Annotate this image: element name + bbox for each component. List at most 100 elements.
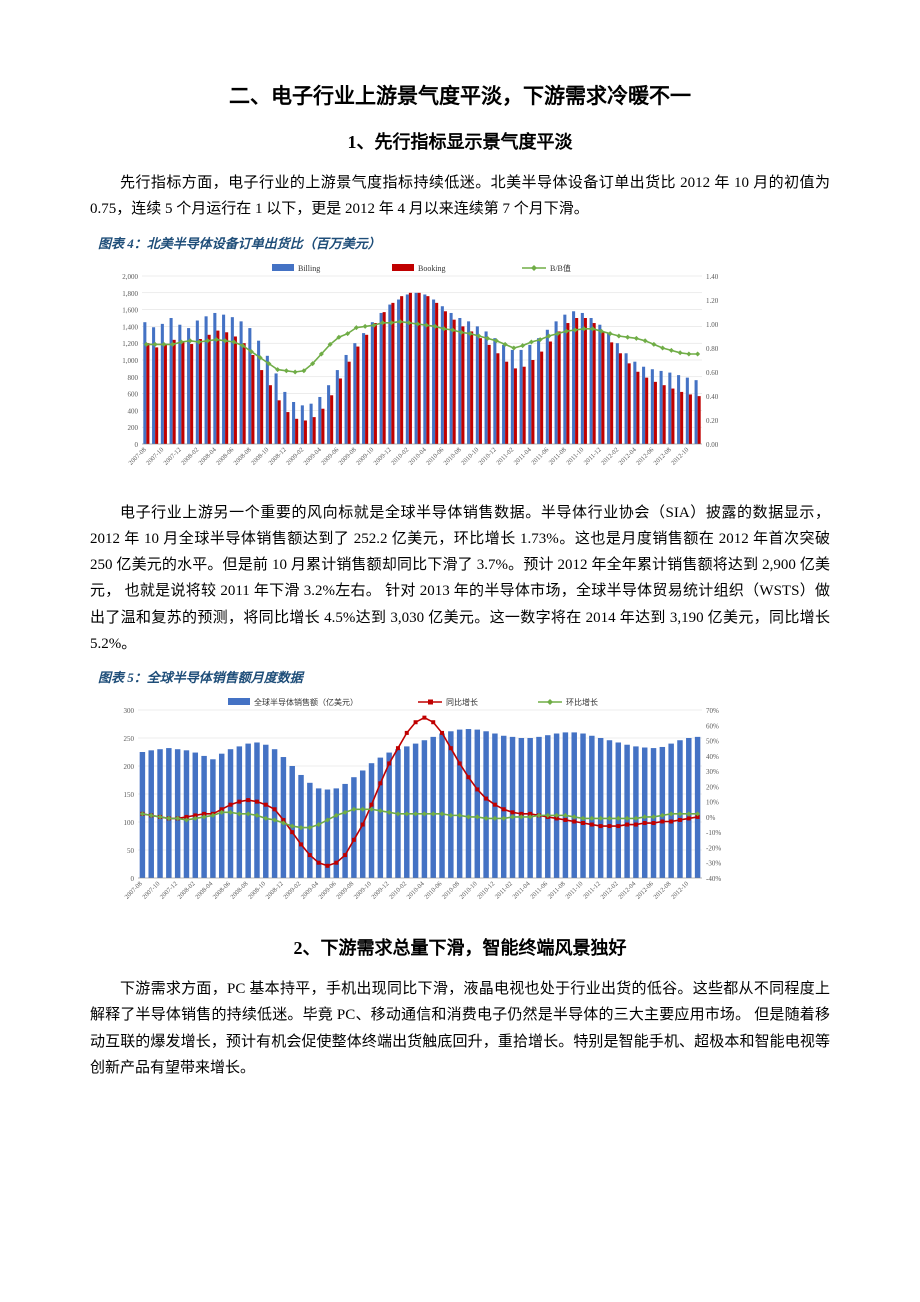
svg-text:2011-02: 2011-02 — [494, 880, 514, 900]
svg-text:0.00: 0.00 — [706, 441, 719, 449]
svg-text:2008-06: 2008-06 — [212, 880, 233, 901]
svg-text:2008-12: 2008-12 — [268, 446, 288, 466]
svg-text:2010-08: 2010-08 — [443, 446, 463, 466]
svg-text:2011-06: 2011-06 — [530, 445, 551, 466]
svg-text:50: 50 — [127, 847, 135, 855]
svg-text:2009-12: 2009-12 — [370, 880, 390, 900]
chart-4-title: 图表 4：北美半导体设备订单出货比（百万美元） — [98, 233, 830, 252]
svg-text:2010-02: 2010-02 — [388, 880, 408, 900]
svg-text:200: 200 — [124, 763, 135, 771]
section-2-heading: 2、下游需求总量下滑，智能终端风景独好 — [90, 934, 830, 960]
svg-text:200: 200 — [128, 424, 139, 432]
chart-5: 050100150200250300-40%-30%-20%-10%0%10%2… — [100, 690, 830, 920]
svg-text:2008-02: 2008-02 — [176, 880, 196, 900]
svg-text:600: 600 — [128, 390, 139, 398]
svg-text:1,400: 1,400 — [122, 323, 138, 331]
svg-text:-30%: -30% — [706, 860, 721, 868]
svg-text:2010-08: 2010-08 — [441, 880, 461, 900]
svg-text:2009-08: 2009-08 — [335, 880, 355, 900]
svg-text:2012-08: 2012-08 — [653, 446, 673, 466]
svg-text:2010-06: 2010-06 — [425, 445, 446, 466]
svg-text:2012-06: 2012-06 — [635, 445, 656, 466]
svg-text:10%: 10% — [706, 799, 719, 807]
svg-text:40%: 40% — [706, 753, 719, 761]
svg-text:1,200: 1,200 — [122, 340, 138, 348]
svg-text:环比增长: 环比增长 — [566, 697, 598, 707]
svg-text:2012-04: 2012-04 — [617, 880, 638, 901]
svg-text:2011-04: 2011-04 — [513, 445, 534, 466]
chart-4: 02004006008001,0001,2001,4001,6001,8002,… — [100, 256, 830, 486]
svg-text:2007-12: 2007-12 — [159, 880, 179, 900]
svg-text:-10%: -10% — [706, 829, 721, 837]
svg-text:2007-08: 2007-08 — [124, 880, 144, 900]
svg-text:-20%: -20% — [706, 844, 721, 852]
svg-text:250: 250 — [124, 735, 135, 743]
svg-text:0%: 0% — [706, 814, 716, 822]
svg-text:2012-02: 2012-02 — [599, 880, 619, 900]
svg-text:50%: 50% — [706, 738, 719, 746]
svg-text:2011-10: 2011-10 — [565, 446, 585, 466]
svg-text:2008-08: 2008-08 — [233, 446, 253, 466]
svg-text:2010-02: 2010-02 — [390, 446, 410, 466]
svg-text:2011-12: 2011-12 — [582, 880, 602, 900]
svg-text:2010-12: 2010-12 — [476, 880, 496, 900]
svg-text:Billing: Billing — [298, 264, 320, 273]
svg-text:150: 150 — [124, 791, 135, 799]
svg-text:1,600: 1,600 — [122, 306, 138, 314]
svg-text:2008-02: 2008-02 — [180, 446, 200, 466]
mid-paragraph: 电子行业上游另一个重要的风向标就是全球半导体销售数据。半导体行业协会（SIA）披… — [90, 500, 830, 658]
svg-text:2009-10: 2009-10 — [353, 880, 373, 900]
svg-text:100: 100 — [124, 819, 135, 827]
svg-text:2012-10: 2012-10 — [670, 446, 690, 466]
svg-text:2007-12: 2007-12 — [163, 446, 183, 466]
svg-text:2009-04: 2009-04 — [300, 880, 321, 901]
svg-text:2009-12: 2009-12 — [373, 446, 393, 466]
svg-text:400: 400 — [128, 407, 139, 415]
svg-text:2012-08: 2012-08 — [652, 880, 672, 900]
svg-text:0.40: 0.40 — [706, 393, 719, 401]
svg-text:0.80: 0.80 — [706, 345, 719, 353]
main-heading: 二、电子行业上游景气度平淡，下游需求冷暖不一 — [90, 80, 830, 110]
svg-text:1,800: 1,800 — [122, 289, 138, 297]
svg-text:2007-10: 2007-10 — [141, 880, 161, 900]
svg-text:1.20: 1.20 — [706, 297, 719, 305]
svg-text:2010-12: 2010-12 — [478, 446, 498, 466]
svg-text:2008-04: 2008-04 — [194, 880, 215, 901]
section-1-heading: 1、先行指标显示景气度平淡 — [90, 128, 830, 154]
svg-text:2012-10: 2012-10 — [670, 880, 690, 900]
svg-text:2011-10: 2011-10 — [564, 880, 584, 900]
svg-text:2011-08: 2011-08 — [547, 880, 567, 900]
svg-text:2,000: 2,000 — [122, 273, 138, 281]
svg-text:2011-12: 2011-12 — [583, 446, 603, 466]
svg-text:2010-10: 2010-10 — [460, 446, 480, 466]
svg-text:2011-04: 2011-04 — [511, 880, 532, 901]
svg-text:2007-08: 2007-08 — [128, 446, 148, 466]
svg-text:同比增长: 同比增长 — [446, 697, 478, 707]
svg-text:B/B值: B/B值 — [550, 263, 571, 273]
svg-text:2009-10: 2009-10 — [355, 446, 375, 466]
svg-text:2011-02: 2011-02 — [495, 446, 515, 466]
svg-text:2012-02: 2012-02 — [600, 446, 620, 466]
svg-text:1.00: 1.00 — [706, 321, 719, 329]
svg-text:2011-06: 2011-06 — [529, 880, 550, 901]
svg-text:2010-10: 2010-10 — [458, 880, 478, 900]
chart-5-title: 图表 5：全球半导体销售额月度数据 — [98, 667, 830, 686]
svg-text:2008-10: 2008-10 — [247, 880, 267, 900]
svg-text:2009-04: 2009-04 — [303, 445, 324, 466]
svg-text:-40%: -40% — [706, 875, 721, 883]
svg-text:2009-02: 2009-02 — [282, 880, 302, 900]
svg-text:0: 0 — [131, 875, 135, 883]
svg-text:2010-06: 2010-06 — [423, 880, 444, 901]
svg-text:60%: 60% — [706, 722, 719, 730]
svg-text:2007-10: 2007-10 — [145, 446, 165, 466]
svg-text:2009-06: 2009-06 — [320, 445, 341, 466]
svg-text:2012-04: 2012-04 — [618, 445, 639, 466]
svg-text:2008-12: 2008-12 — [265, 880, 285, 900]
section-2-paragraph: 下游需求方面，PC 基本持平，手机出现同比下滑，液晶电视也处于行业出货的低谷。这… — [90, 976, 830, 1081]
svg-text:2012-06: 2012-06 — [635, 880, 656, 901]
svg-text:2009-08: 2009-08 — [338, 446, 358, 466]
svg-text:20%: 20% — [706, 783, 719, 791]
svg-text:1,000: 1,000 — [122, 357, 138, 365]
svg-text:2008-08: 2008-08 — [229, 880, 249, 900]
svg-text:0: 0 — [135, 441, 139, 449]
